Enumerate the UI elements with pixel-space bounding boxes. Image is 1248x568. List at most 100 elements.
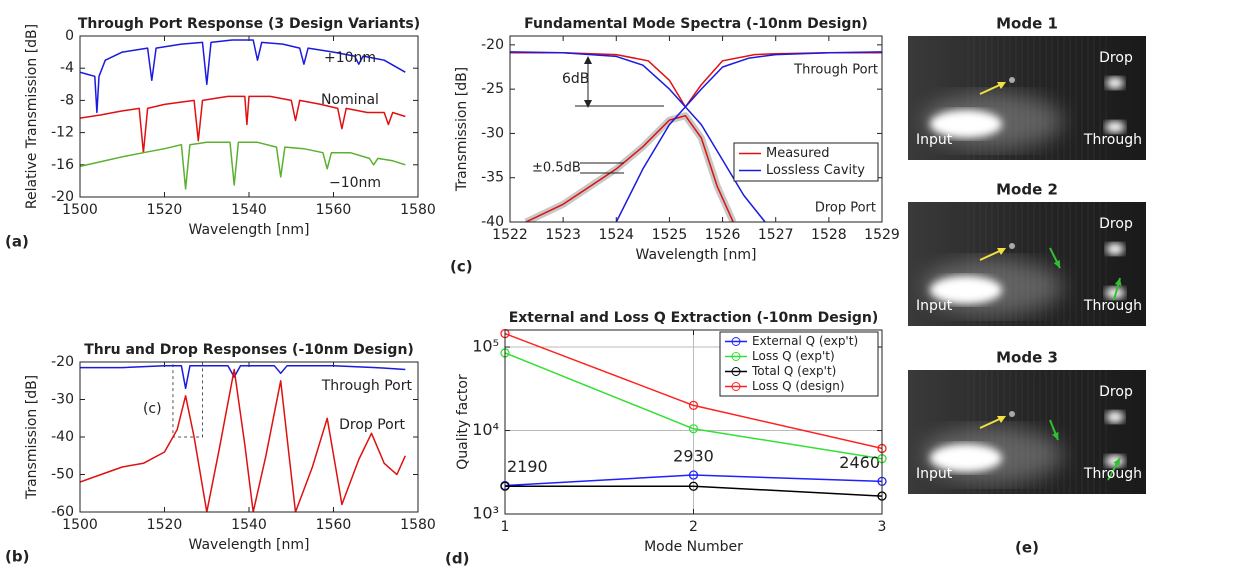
- series-line: [505, 485, 882, 497]
- x-tick-label: 1540: [231, 517, 267, 533]
- image-title: Mode 2: [996, 181, 1058, 199]
- legend-label: External Q (exp't): [752, 334, 858, 348]
- x-tick-label: 1524: [598, 227, 634, 243]
- series-line: [505, 474, 882, 487]
- image-label: Input: [916, 298, 953, 314]
- plot-area: [80, 36, 418, 197]
- green-arrow-head: [1052, 432, 1059, 440]
- annotation: Drop Port: [815, 201, 876, 216]
- value-label: 2190: [507, 457, 548, 476]
- image-title: Mode 1: [996, 15, 1058, 33]
- panel-label: (d): [445, 550, 469, 568]
- y-tick-label: -40: [481, 214, 504, 230]
- series-line: [615, 106, 766, 222]
- x-tick-label: 1560: [316, 202, 352, 218]
- x-tick-label: 1580: [400, 517, 436, 533]
- y-tick-label: -60: [51, 504, 74, 520]
- series-label: +10nm: [324, 50, 376, 66]
- x-tick-label: 1560: [316, 517, 352, 533]
- axes-frame: [79, 361, 419, 513]
- y-tick-label: 10⁵: [472, 337, 499, 356]
- panel-label: (c): [450, 258, 473, 276]
- x-axis-label: Wavelength [nm]: [189, 537, 310, 553]
- green-arrow-head: [1114, 278, 1122, 286]
- series-line: [80, 368, 406, 512]
- x-tick-label: 1520: [147, 202, 183, 218]
- x-axis-label: Wavelength [nm]: [189, 222, 310, 238]
- green-arrow-head: [1113, 458, 1120, 466]
- y-tick-label: -16: [51, 157, 74, 173]
- y-tick-label: -35: [481, 170, 504, 186]
- panel-label: (a): [5, 233, 29, 251]
- y-tick-label: -8: [60, 92, 74, 108]
- legend-marker: [731, 382, 741, 391]
- y-tick-label: -20: [51, 354, 74, 370]
- x-tick-label: 1522: [492, 227, 528, 243]
- image-label: Drop: [1099, 384, 1133, 400]
- annotation: Through Port: [793, 63, 878, 78]
- x-tick-label: 1528: [811, 227, 847, 243]
- marker: [688, 424, 699, 434]
- panel-label: (b): [5, 548, 29, 566]
- value-label: 2930: [673, 447, 714, 466]
- x-tick-label: 1: [501, 519, 510, 535]
- yellow-arrow-head: [997, 248, 1006, 255]
- x-tick-label: 1525: [652, 227, 688, 243]
- y-tick-label: -30: [481, 125, 504, 141]
- x-tick-label: 1527: [758, 227, 794, 243]
- image-title: Mode 3: [996, 349, 1058, 367]
- x-tick-label: 1540: [231, 202, 267, 218]
- y-axis-label: Transmission [dB]: [454, 67, 470, 192]
- plot-area: [80, 362, 418, 512]
- y-tick-label: -20: [481, 37, 504, 53]
- image-label: Input: [916, 132, 953, 148]
- y-tick-label: -20: [51, 189, 74, 205]
- x-tick-label: 1529: [864, 227, 900, 243]
- panel-label: (e): [1015, 539, 1039, 557]
- legend-marker: [731, 337, 741, 346]
- y-tick-label: 10³: [472, 504, 499, 523]
- chart-title: External and Loss Q Extraction (-10nm De…: [509, 310, 879, 326]
- legend-label: Lossless Cavity: [766, 163, 865, 178]
- input-spot: [930, 110, 1002, 138]
- chart-title: Thru and Drop Responses (-10nm Design): [84, 342, 414, 358]
- x-tick-label: 1500: [62, 517, 98, 533]
- legend-label: Loss Q (exp't): [752, 349, 835, 363]
- input-spot: [930, 444, 1002, 472]
- image-label: Through: [1083, 466, 1142, 482]
- legend-label: Loss Q (design): [752, 379, 845, 393]
- legend-label: Measured: [766, 146, 830, 161]
- value-label: 2460: [839, 453, 880, 472]
- y-axis-label: Transmission [dB]: [24, 375, 40, 500]
- through-spot: [1105, 121, 1125, 133]
- marker: [688, 470, 699, 480]
- x-tick-label: 3: [878, 519, 887, 535]
- series-group: [80, 39, 406, 190]
- image-label: Through: [1083, 298, 1142, 314]
- drop-spot: [1106, 243, 1124, 255]
- faint-spot: [1009, 77, 1015, 83]
- y-tick-label: -25: [481, 81, 504, 97]
- series-line: [510, 51, 882, 108]
- legend-box: [719, 331, 879, 397]
- series-label: Through Port: [321, 378, 413, 394]
- series-label: −10nm: [329, 175, 381, 191]
- y-tick-label: -50: [51, 467, 74, 483]
- axes-frame: [509, 35, 883, 223]
- x-tick-label: 2: [689, 519, 698, 535]
- series-line: [505, 352, 882, 460]
- x-tick-label: 1520: [147, 517, 183, 533]
- y-tick-label: 0: [65, 28, 74, 44]
- legend-marker: [731, 367, 741, 376]
- y-tick-label: -30: [51, 392, 74, 408]
- image-label: Drop: [1099, 50, 1133, 66]
- series-group: [80, 365, 406, 512]
- yellow-arrow-head: [997, 82, 1006, 89]
- drop-spot: [1106, 411, 1124, 423]
- annotation: 6dB: [562, 71, 589, 87]
- image-label: Drop: [1099, 216, 1133, 232]
- legend-box: [733, 142, 879, 182]
- series-line: [80, 95, 406, 154]
- series-label: Drop Port: [339, 417, 405, 433]
